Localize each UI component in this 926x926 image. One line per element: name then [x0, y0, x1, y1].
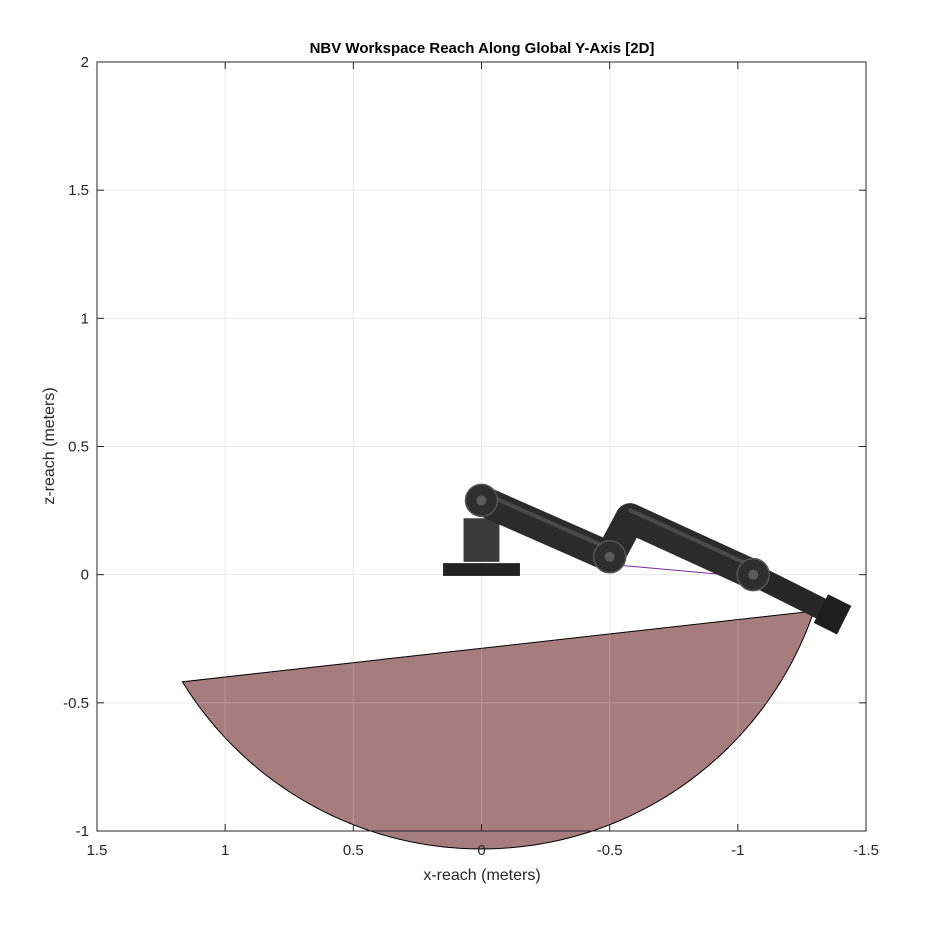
robot-arm: [443, 483, 852, 635]
y-tick-label: 0.5: [68, 439, 89, 456]
x-tick-label: -0.5: [597, 842, 623, 859]
x-tick-label: -1: [731, 842, 744, 859]
tick-labels: 1.5 1 0.5 0 -0.5 -1 -1.5 2 1.5 1 0.5 0 -0.5 -1: [63, 54, 879, 859]
x-tick-label: 1.5: [87, 842, 108, 859]
robot-link-highlight: [479, 490, 612, 551]
y-axis-label: z-reach (meters): [41, 387, 58, 504]
x-tick-label: 0.5: [343, 842, 364, 859]
robot-link-forearm: [615, 503, 769, 590]
workspace-region: [96, 61, 867, 850]
robot-joint-center: [604, 551, 615, 562]
workspace-reach-area: [181, 610, 815, 850]
y-tick-label: 2: [81, 54, 89, 71]
robot-gripper: [813, 594, 852, 635]
y-tick-label: 1.5: [68, 182, 89, 199]
y-tick-label: 0: [81, 567, 89, 584]
robot-link-upper: [466, 485, 625, 572]
robot-joint-center: [476, 495, 487, 506]
chart-title: NBV Workspace Reach Along Global Y-Axis …: [310, 40, 655, 57]
x-tick-label: 1: [221, 842, 229, 859]
axes: [96, 61, 867, 832]
y-tick-label: -1: [76, 823, 89, 840]
x-tick-label: 0: [477, 842, 485, 859]
y-tick-label: -0.5: [63, 695, 89, 712]
x-axis-label: x-reach (meters): [423, 867, 540, 884]
x-tick-label: -1.5: [853, 842, 879, 859]
robot-base-plate: [443, 563, 520, 576]
robot-joint-center: [748, 569, 759, 580]
robot-link-highlight: [628, 508, 756, 569]
y-tick-label: 1: [81, 310, 89, 327]
robot-base-column: [463, 518, 500, 562]
